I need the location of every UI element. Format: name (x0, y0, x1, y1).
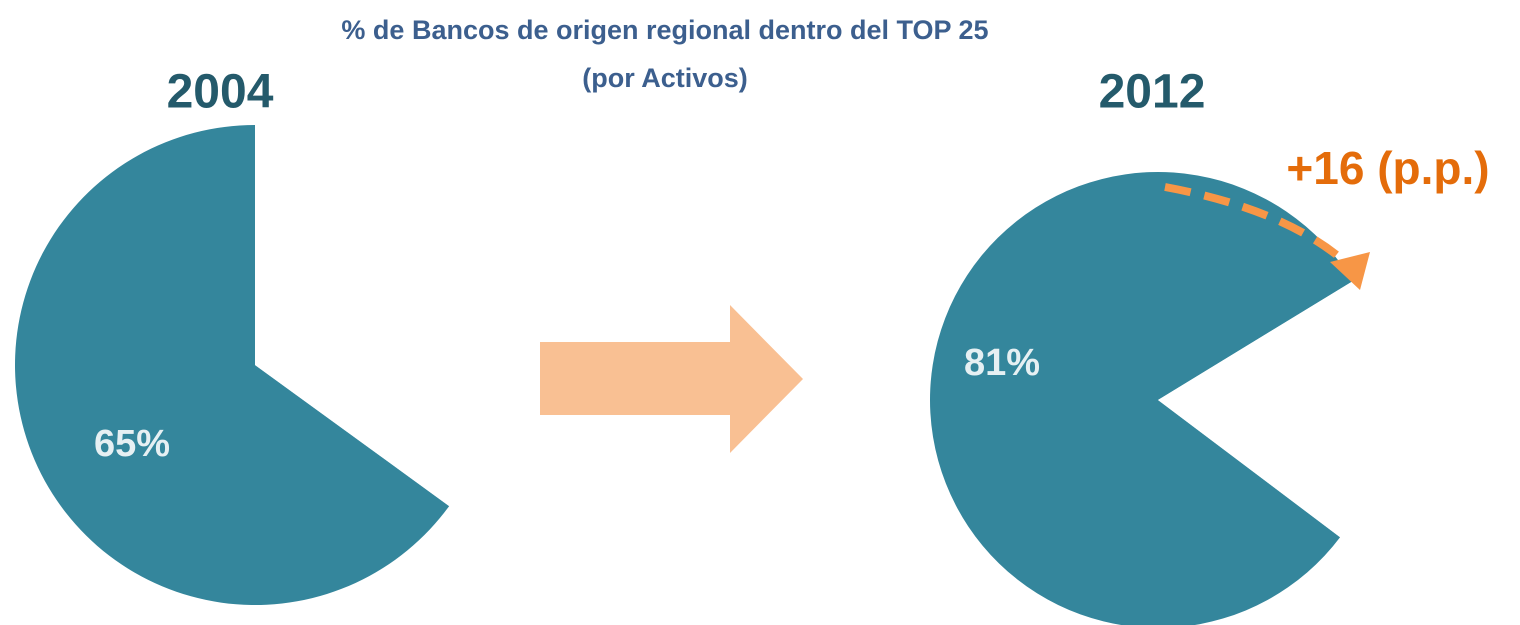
pie-slice (15, 125, 450, 605)
data-label: 81% (964, 342, 1040, 384)
chart-title: % de Bancos de origen regional dentro de… (341, 15, 988, 45)
change-arc (1164, 183, 1355, 271)
annotation: +16 (p.p.) (1286, 142, 1489, 194)
transition-arrow (540, 305, 803, 453)
pie-slice (255, 125, 496, 507)
pie-title: 2004 (167, 66, 274, 119)
chart-subtitle: (por Activos) (582, 63, 748, 93)
change-arrowhead (1330, 252, 1370, 290)
pie-slice (1158, 281, 1386, 538)
pie-slice (930, 172, 1353, 625)
data-label: 65% (94, 423, 170, 465)
pie-title: 2012 (1099, 66, 1206, 119)
